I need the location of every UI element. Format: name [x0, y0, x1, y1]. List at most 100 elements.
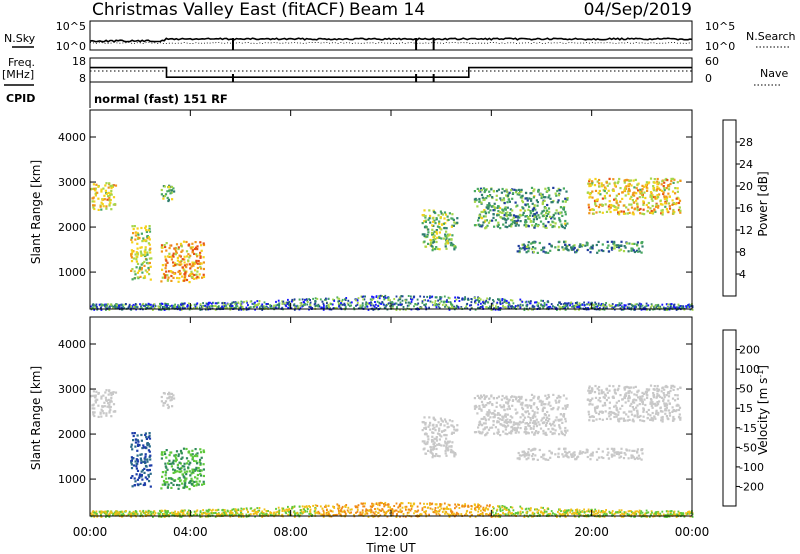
velocity-cell — [439, 434, 442, 437]
velocity-cell — [516, 411, 519, 414]
power-cell — [622, 210, 625, 213]
velocity-cell — [164, 470, 167, 473]
velocity-cell — [513, 395, 516, 398]
velocity-cell — [493, 416, 496, 419]
velocity-cell — [93, 407, 96, 410]
velocity-cell — [518, 420, 521, 423]
power-ground-cell — [407, 304, 410, 307]
power-cell — [431, 249, 434, 252]
power-cell — [617, 206, 620, 209]
power-cell — [452, 224, 455, 227]
power-cell — [482, 221, 485, 224]
velocity-ground-cell — [190, 511, 193, 514]
power-cell — [497, 213, 500, 217]
power-ground-cell — [281, 303, 284, 305]
velocity-cell — [584, 451, 587, 454]
velocity-cell — [479, 422, 482, 425]
power-ground-cell — [356, 303, 359, 306]
power-cell — [140, 268, 143, 271]
power-ground-cell — [410, 300, 413, 303]
velocity-cell — [641, 402, 644, 406]
velocity-cell — [596, 458, 599, 461]
y-tick-label: 3000 — [58, 176, 86, 189]
velocity-cell — [625, 392, 628, 395]
power-cell — [100, 188, 103, 191]
velocity-cell — [105, 414, 108, 417]
velocity-ground-cell — [419, 502, 422, 505]
velocity-cell — [136, 449, 139, 452]
power-cell — [505, 194, 508, 197]
velocity-cell — [183, 465, 186, 468]
velocity-cell — [625, 413, 628, 416]
velocity-cell — [661, 415, 664, 419]
velocity-cell — [187, 466, 190, 469]
power-cell — [108, 196, 111, 199]
velocity-cell — [432, 443, 435, 446]
power-ground-cell — [503, 300, 506, 303]
velocity-cell — [587, 410, 590, 413]
power-ground-cell — [578, 302, 581, 305]
power-ground-cell — [246, 301, 248, 304]
power-ground-cell — [425, 307, 428, 310]
power-ground-cell — [479, 298, 482, 301]
power-ground-cell — [397, 299, 400, 302]
power-cell — [161, 246, 164, 249]
power-cell — [560, 211, 563, 214]
power-ground-cell — [94, 305, 97, 307]
power-cell — [146, 251, 149, 254]
power-cell — [676, 181, 679, 184]
velocity-cell — [651, 406, 654, 409]
power-cell — [522, 207, 525, 210]
power-cell — [195, 253, 198, 256]
power-ground-cell — [367, 308, 370, 311]
power-cell — [610, 246, 614, 250]
power-cell — [160, 193, 163, 196]
velocity-cell — [490, 395, 493, 398]
velocity-ground-cell — [503, 513, 506, 516]
power-cell — [174, 248, 177, 251]
power-cell — [436, 247, 439, 250]
power-cell — [589, 251, 592, 254]
velocity-cell — [649, 414, 652, 417]
power-ground-cell — [633, 306, 636, 309]
velocity-cell — [637, 454, 640, 457]
power-ground-cell — [163, 306, 165, 309]
velocity-cell — [535, 425, 538, 428]
power-cell — [162, 195, 165, 198]
power-cell — [547, 207, 551, 210]
power-cell — [646, 210, 649, 213]
power-ground-cell — [128, 305, 131, 308]
power-cell — [639, 207, 642, 211]
velocity-ground-cell — [423, 510, 426, 513]
velocity-cell — [525, 431, 528, 434]
power-cell — [131, 278, 134, 281]
power-cell — [183, 273, 186, 276]
velocity-cell — [527, 451, 530, 454]
power-cell — [660, 209, 663, 212]
power-cell — [145, 230, 148, 233]
power-ground-cell — [449, 307, 452, 310]
velocity-cell — [443, 418, 447, 421]
velocity-ground-cell — [552, 512, 554, 515]
power-ground-cell — [365, 301, 368, 304]
power-ground-cell — [565, 304, 567, 307]
velocity-cell — [173, 479, 176, 482]
power-ground-cell — [528, 307, 531, 310]
velocity-cell — [544, 394, 547, 397]
power-ground-cell — [485, 306, 488, 309]
power-cell — [511, 221, 515, 224]
power-ground-cell — [287, 301, 290, 304]
power-ground-cell — [192, 307, 195, 309]
velocity-ground-cell — [661, 510, 664, 513]
velocity-cell — [656, 384, 659, 388]
power-cell — [654, 210, 657, 213]
power-cell — [480, 201, 483, 204]
power-cell — [147, 229, 150, 232]
power-cell — [561, 246, 564, 249]
power-cell — [630, 203, 633, 206]
velocity-cell — [502, 405, 506, 408]
velocity-cell — [568, 450, 571, 454]
power-cell — [140, 232, 143, 235]
velocity-cell — [438, 438, 441, 441]
velocity-cell — [638, 397, 641, 400]
